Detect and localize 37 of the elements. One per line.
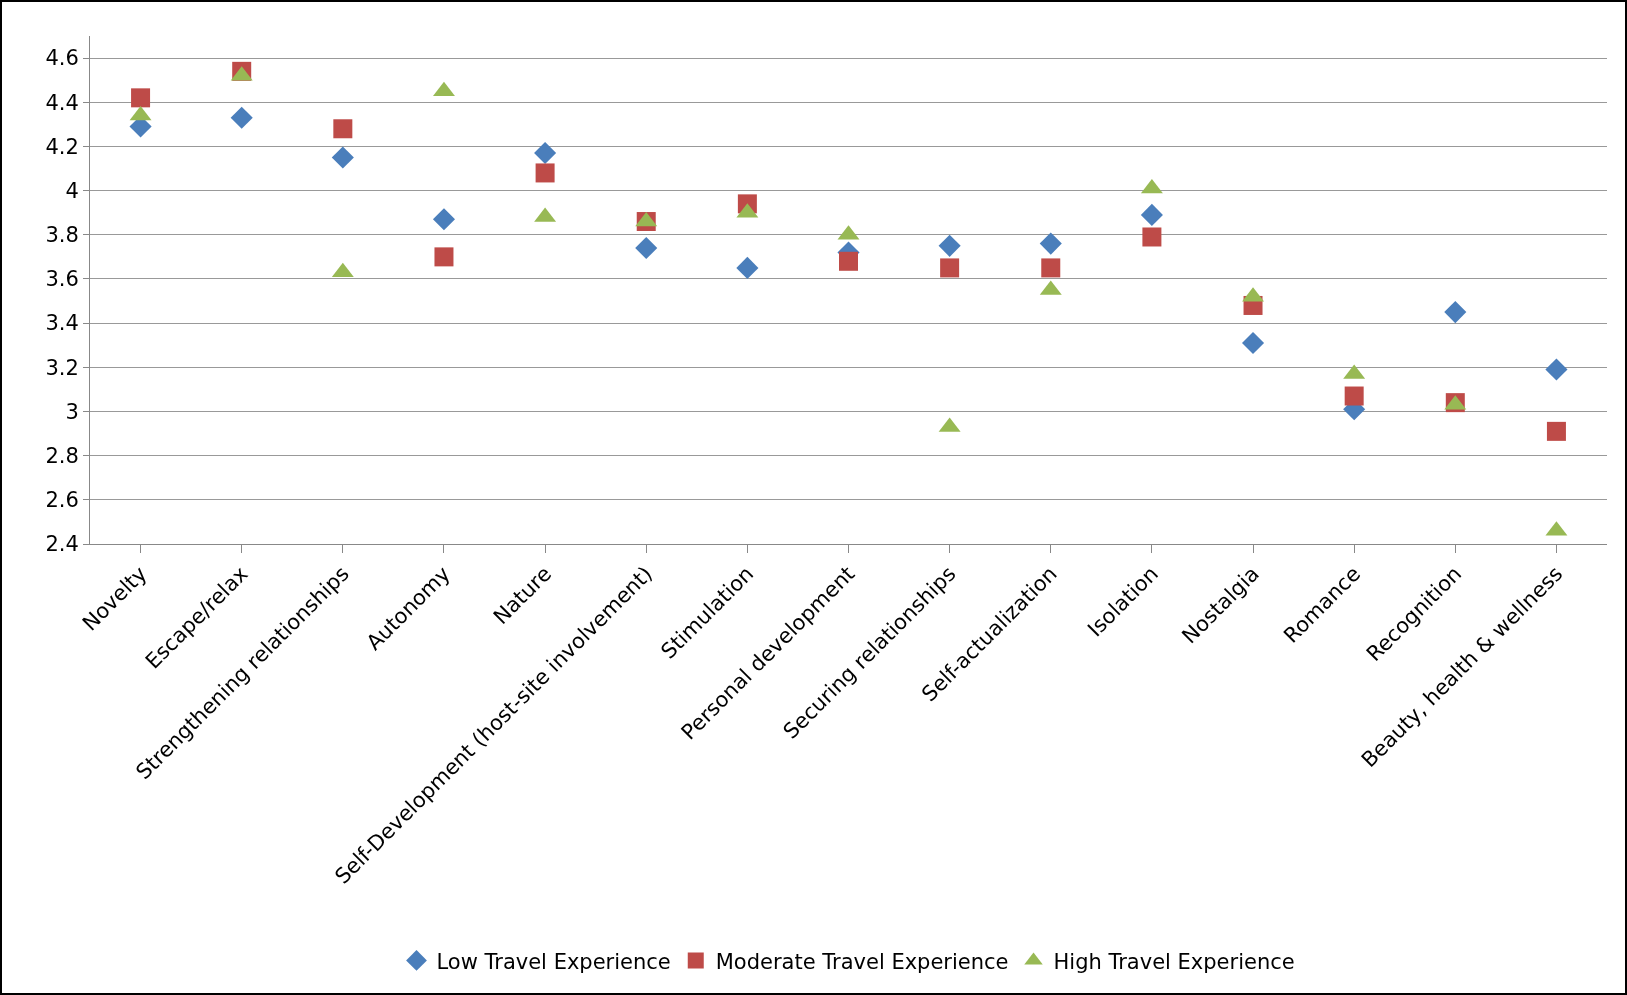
y-tick-label: 3.6 — [45, 267, 79, 292]
y-tick-label: 3.8 — [45, 223, 79, 248]
point — [1140, 203, 1163, 226]
point — [1241, 331, 1265, 355]
point — [1444, 301, 1467, 324]
point — [230, 106, 253, 129]
point — [333, 119, 353, 139]
y-tick-label: 3.2 — [45, 355, 79, 380]
legend-label: Moderate Travel Experience — [715, 949, 1009, 974]
point — [1344, 386, 1364, 406]
y-tick-label: 3 — [65, 399, 79, 424]
legend-label: Low Travel Experience — [436, 949, 671, 974]
legend-label: High Travel Experience — [1053, 949, 1295, 974]
point — [839, 251, 858, 271]
y-tick-label: 2.4 — [45, 532, 79, 557]
point — [534, 142, 557, 165]
point — [1039, 232, 1062, 255]
point — [432, 208, 456, 231]
point — [1041, 258, 1061, 278]
y-tick-label: 2.8 — [45, 444, 79, 468]
y-tick-label: 4.2 — [45, 134, 79, 159]
y-tick-label: 4 — [65, 178, 79, 203]
point — [1545, 358, 1568, 381]
y-tick-label: 3.4 — [45, 311, 79, 336]
point — [635, 236, 658, 260]
y-tick-label: 4.6 — [45, 46, 79, 71]
point — [1142, 227, 1162, 247]
point — [940, 258, 960, 278]
point — [535, 163, 555, 183]
point — [331, 146, 354, 169]
point — [938, 234, 961, 257]
y-tick-label: 4.4 — [45, 90, 79, 115]
point — [131, 88, 151, 108]
y-tick-label: 2.6 — [45, 488, 79, 513]
point — [736, 256, 759, 279]
point — [434, 247, 454, 267]
point — [1546, 421, 1566, 441]
